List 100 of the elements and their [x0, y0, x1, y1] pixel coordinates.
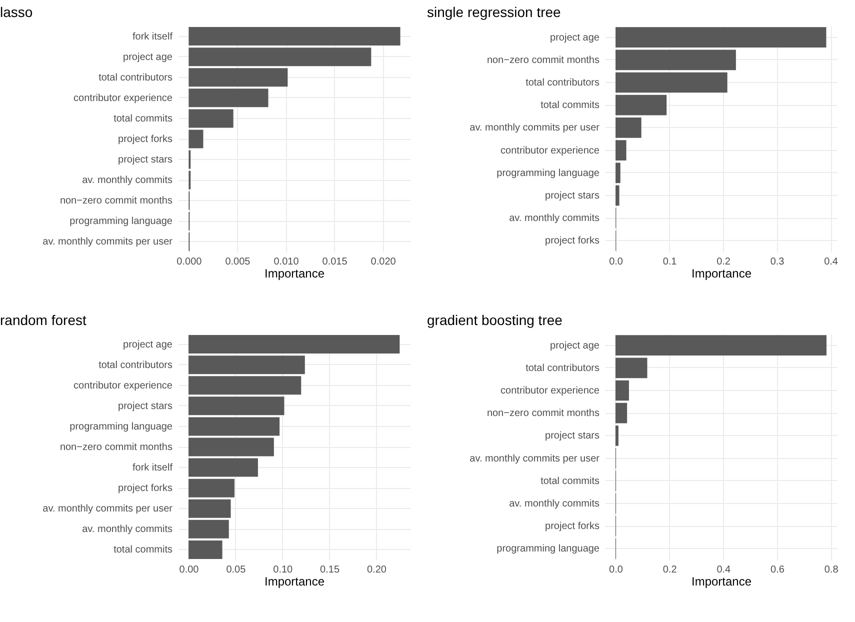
y-tick-label: contributor experience	[74, 380, 173, 392]
bar	[188, 68, 288, 87]
x-tick-label: 0.1	[662, 256, 678, 268]
x-tick-label: 0.15	[320, 564, 340, 576]
bar	[188, 417, 280, 436]
y-tick-label: av. monthly commits	[82, 524, 172, 536]
bar	[188, 356, 305, 374]
x-tick-label: 0.20	[366, 564, 387, 576]
y-tick-label: av. monthly commits per user	[42, 236, 174, 248]
y-tick-label: av. monthly commits	[509, 213, 600, 224]
y-tick-label: contributor experience	[74, 92, 173, 104]
y-tick-label: project stars	[118, 154, 172, 166]
y-tick-label: non−zero commit months	[486, 54, 600, 66]
bar	[188, 540, 222, 559]
x-tick-label: 0.020	[370, 256, 396, 268]
y-tick-label: project age	[123, 52, 173, 63]
x-tick-label: 0.05	[226, 564, 246, 576]
y-tick-label: av. monthly commits	[82, 175, 172, 186]
text: random forest	[0, 312, 86, 328]
y-tick-label: project age	[550, 32, 600, 44]
bar	[188, 458, 258, 477]
bar	[616, 94, 667, 116]
bar	[616, 27, 826, 48]
x-tick-label: 0.6	[770, 564, 785, 576]
bar	[188, 499, 231, 518]
bar	[616, 118, 642, 138]
y-tick-label: total commits	[114, 544, 172, 556]
y-tick-label: non−zero commit months	[60, 442, 172, 453]
x-tick-label: 0.0	[609, 256, 624, 268]
bar	[188, 130, 204, 148]
y-tick-label: programming language	[496, 544, 600, 555]
x-tick-label: 0.00	[179, 564, 200, 576]
y-tick-label: total contributors	[98, 360, 172, 371]
y-tick-label: non−zero commit months	[60, 196, 172, 207]
y-tick-label: project age	[550, 340, 600, 352]
x-tick-label: 0.2	[716, 256, 731, 268]
y-tick-label: total commits	[540, 100, 600, 112]
chart-title: gradient boosting tree	[427, 312, 563, 328]
bar	[188, 27, 400, 46]
bar	[616, 50, 736, 70]
x-tick-label: 0.000	[176, 256, 202, 268]
y-tick-label: project age	[123, 339, 173, 350]
x-tick-label: 0.005	[225, 256, 251, 268]
y-tick-label: project forks	[545, 521, 600, 532]
x-tick-label: 0.3	[770, 256, 785, 268]
bar	[188, 396, 284, 416]
y-tick-label: av. monthly commits per user	[470, 122, 600, 134]
y-tick-label: av. monthly commits	[509, 498, 600, 510]
y-tick-label: project forks	[545, 236, 600, 247]
bar	[188, 335, 400, 354]
bar	[188, 520, 229, 538]
y-tick-label: programming language	[70, 216, 173, 228]
y-tick-label: contributor experience	[500, 145, 600, 156]
bar	[615, 358, 648, 378]
bar	[615, 335, 827, 356]
y-tick-label: total contributors	[526, 78, 600, 88]
y-tick-label: fork itself	[132, 462, 173, 474]
x-tick-label: 0.4	[824, 256, 838, 268]
text: lasso	[0, 4, 33, 20]
x-tick-label: 0.10	[273, 564, 294, 576]
x-tick-label: 0.010	[274, 256, 300, 268]
y-tick-label: project stars	[545, 430, 600, 442]
y-tick-label: project stars	[545, 190, 600, 202]
x-axis-title: Importance	[264, 266, 325, 280]
x-axis-title: Importance	[691, 574, 752, 588]
bar	[616, 140, 626, 160]
bar	[188, 88, 268, 108]
y-tick-label: non−zero commit months	[486, 408, 600, 420]
y-tick-label: total commits	[540, 476, 600, 487]
bar	[615, 402, 628, 424]
y-tick-label: fork itself	[132, 31, 173, 42]
y-tick-label: av. monthly commits per user	[42, 504, 174, 515]
x-tick-label: 0.4	[716, 564, 732, 576]
bar	[188, 109, 234, 128]
y-tick-label: project forks	[118, 134, 172, 145]
bar	[188, 478, 234, 498]
chart-title: single regression tree	[427, 4, 562, 20]
x-tick-label: 0.2	[662, 564, 678, 576]
bar	[616, 162, 620, 184]
bar	[188, 376, 302, 395]
y-tick-label: total contributors	[526, 362, 600, 374]
x-tick-label: 0.0	[609, 564, 624, 576]
y-tick-label: project stars	[118, 400, 172, 412]
y-tick-label: av. monthly commits per user	[470, 453, 600, 464]
x-axis-title: Importance	[691, 266, 752, 280]
x-axis-title: Importance	[264, 574, 325, 588]
bar	[188, 438, 274, 456]
y-tick-label: total commits	[114, 113, 172, 124]
y-tick-label: programming language	[496, 168, 600, 179]
bar	[188, 48, 372, 66]
x-tick-label: 0.8	[824, 564, 839, 576]
x-tick-label: 0.015	[322, 256, 348, 268]
bar	[615, 426, 618, 446]
y-tick-label: total contributors	[98, 72, 172, 84]
y-tick-label: project forks	[118, 483, 172, 494]
y-tick-label: programming language	[70, 421, 173, 432]
bar	[615, 380, 629, 401]
bar	[616, 72, 728, 93]
y-tick-label: contributor experience	[500, 386, 600, 396]
bar	[616, 185, 620, 206]
